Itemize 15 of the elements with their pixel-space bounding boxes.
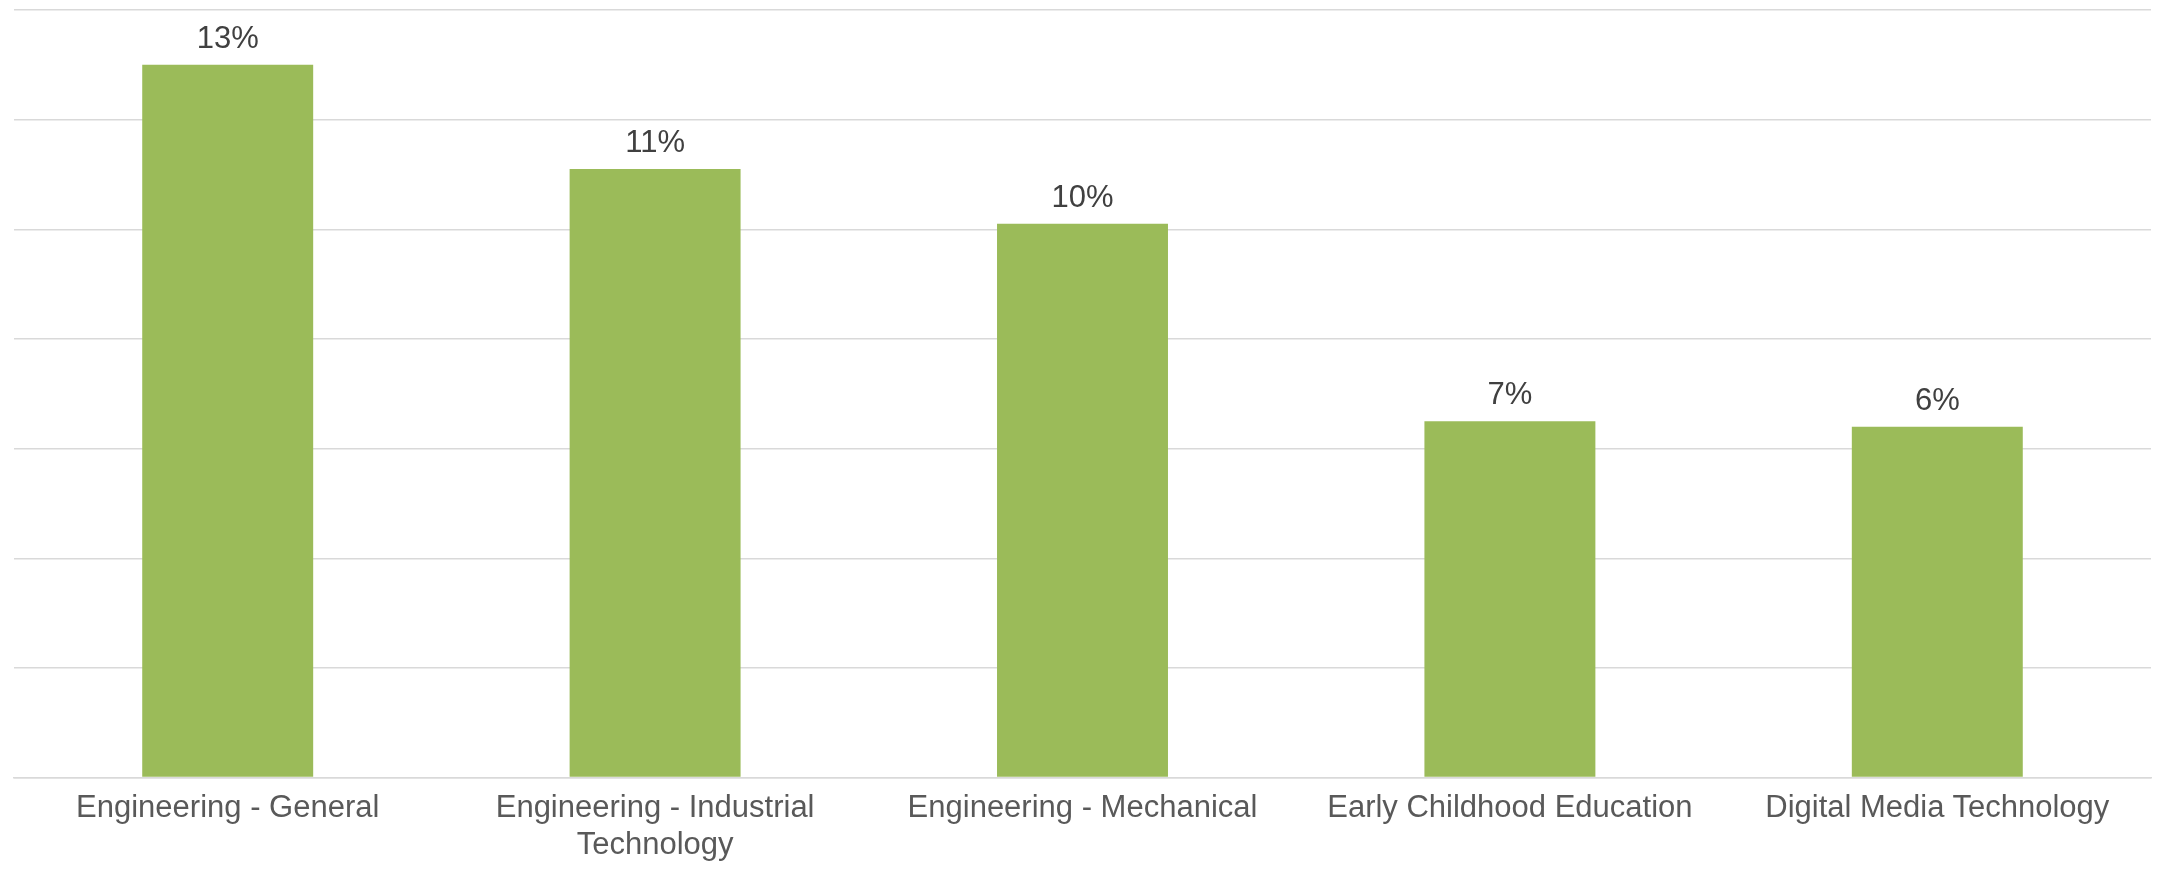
x-tick-label: Engineering - General <box>76 788 380 824</box>
bar <box>1424 421 1596 777</box>
data-label: 6% <box>1914 381 1960 417</box>
data-label: 7% <box>1487 376 1533 412</box>
bar <box>142 64 314 777</box>
data-label: 11% <box>625 124 685 160</box>
bar <box>997 223 1168 777</box>
x-tick-label: Digital Media Technology <box>1765 788 2110 824</box>
bar <box>1851 426 2023 777</box>
bar <box>569 169 741 777</box>
data-label: 13% <box>196 19 259 55</box>
x-tick-label: Early Childhood Education <box>1327 788 1693 824</box>
data-label: 10% <box>1051 178 1114 214</box>
x-tick-label: Engineering - Mechanical <box>907 788 1258 824</box>
x-tick-label: Engineering - Industrial Technology <box>495 788 815 861</box>
